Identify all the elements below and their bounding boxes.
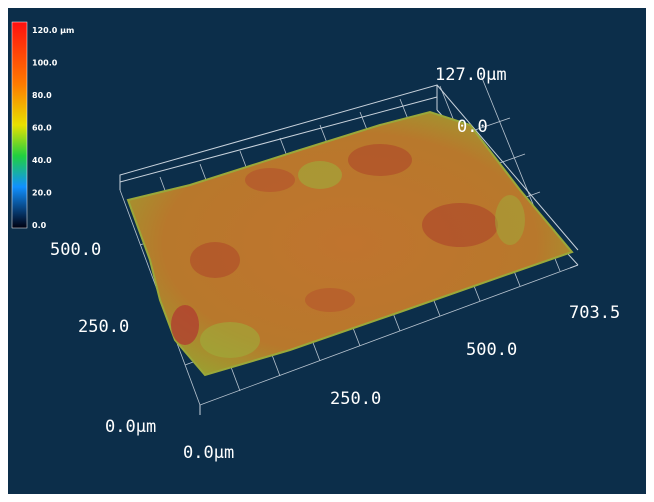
color-bar-label: 100.0: [32, 59, 58, 68]
y-label: 0.0µm: [105, 417, 156, 437]
page: 120.0 µm 100.0 80.0 60.0 40.0 20.0 0.0: [0, 0, 654, 502]
y-label: 250.0: [78, 317, 129, 337]
y-label: 500.0: [50, 240, 101, 260]
color-bar-label: 40.0: [32, 156, 52, 165]
color-bar-label: 20.0: [32, 189, 52, 198]
color-bar-label: 0.0: [32, 221, 47, 230]
z-top-label: 127.0µm: [435, 65, 507, 85]
viewer: 120.0 µm 100.0 80.0 60.0 40.0 20.0 0.0: [0, 0, 654, 502]
x-label: 250.0: [330, 389, 381, 409]
color-bar: [12, 22, 27, 228]
color-bar-label: 60.0: [32, 124, 52, 133]
x-label: 0.0µm: [183, 443, 234, 463]
z-bottom-label: 0.0: [457, 117, 488, 137]
color-bar-label: 120.0 µm: [32, 26, 74, 35]
x-label: 500.0: [466, 340, 517, 360]
color-bar-label: 80.0: [32, 91, 52, 100]
x-label: 703.5: [569, 303, 620, 323]
